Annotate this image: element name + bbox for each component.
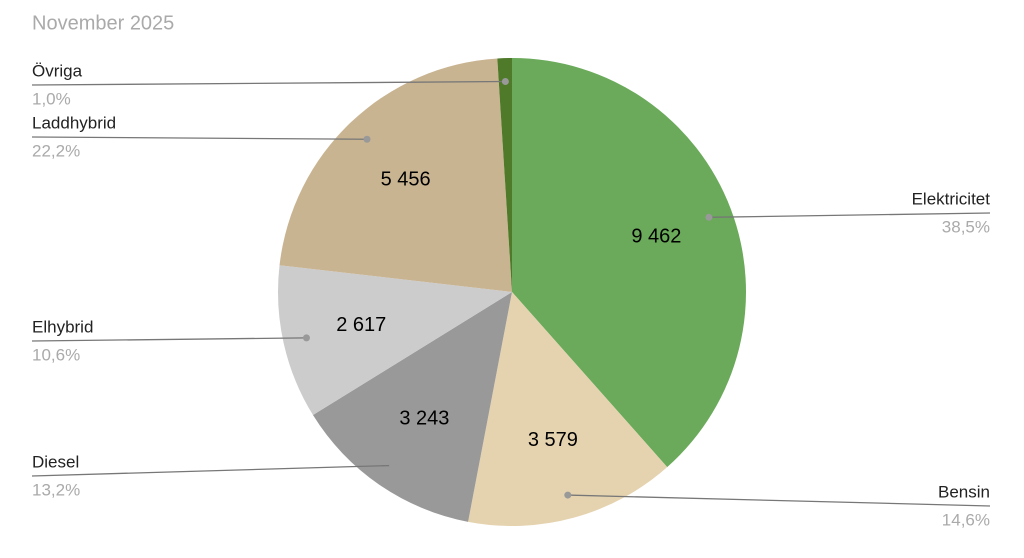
- legend-label: Laddhybrid: [32, 113, 116, 132]
- value-label: 2 617: [336, 314, 386, 336]
- pie-slice: [312, 292, 512, 522]
- chart-title: November 2025: [32, 12, 174, 34]
- leader-dot: [501, 78, 509, 86]
- pie-slice: [468, 292, 668, 526]
- leader-line: [31, 337, 307, 342]
- pie-slice: [497, 58, 512, 292]
- legend-label: Elhybrid: [32, 317, 93, 336]
- leader-line: [31, 136, 367, 140]
- value-label: 3 243: [399, 407, 449, 429]
- leader-dot: [302, 334, 310, 342]
- pie-slice: [279, 58, 512, 292]
- legend-label: Diesel: [32, 452, 79, 471]
- legend-label: Elektricitet: [912, 189, 991, 208]
- percent-label: 10,6%: [32, 345, 80, 364]
- leader-line: [31, 464, 393, 477]
- percent-label: 1,0%: [32, 89, 71, 108]
- leader-dot: [363, 135, 371, 143]
- value-label: 3 579: [528, 429, 578, 451]
- value-label: 9 462: [631, 226, 681, 248]
- leader-dot: [389, 461, 397, 469]
- leader-dot: [564, 491, 572, 499]
- leader-dot: [705, 213, 713, 221]
- leader-line: [708, 212, 991, 218]
- percent-label: 22,2%: [32, 141, 80, 160]
- pie-slice: [512, 58, 747, 468]
- legend-label: Övriga: [32, 61, 83, 80]
- percent-label: 14,6%: [942, 510, 990, 529]
- leader-line: [567, 494, 991, 507]
- pie-slice: [277, 265, 512, 416]
- value-label: 5 456: [381, 168, 431, 190]
- percent-label: 13,2%: [32, 480, 80, 499]
- percent-label: 38,5%: [942, 217, 990, 236]
- leader-line: [31, 80, 506, 86]
- legend-label: Bensin: [938, 482, 990, 501]
